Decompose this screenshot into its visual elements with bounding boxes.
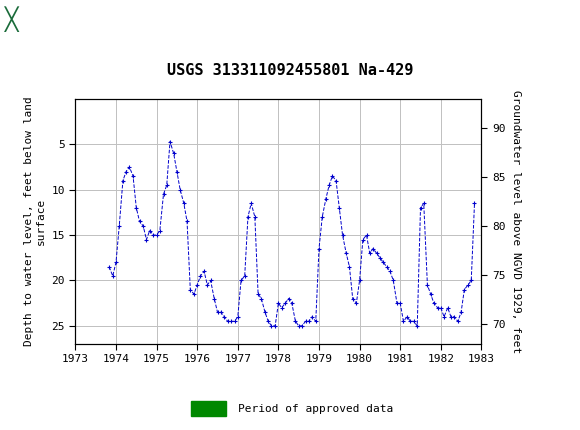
Text: ╳: ╳ xyxy=(5,6,18,32)
Y-axis label: Groundwater level above NGVD 1929, feet: Groundwater level above NGVD 1929, feet xyxy=(511,90,521,353)
Bar xyxy=(3,2,35,36)
Bar xyxy=(191,401,226,416)
Y-axis label: Depth to water level, feet below land
surface: Depth to water level, feet below land su… xyxy=(24,97,46,346)
Text: USGS 313311092455801 Na-429: USGS 313311092455801 Na-429 xyxy=(167,64,413,78)
Text: Period of approved data: Period of approved data xyxy=(238,403,393,414)
Text: USGS: USGS xyxy=(38,10,93,28)
